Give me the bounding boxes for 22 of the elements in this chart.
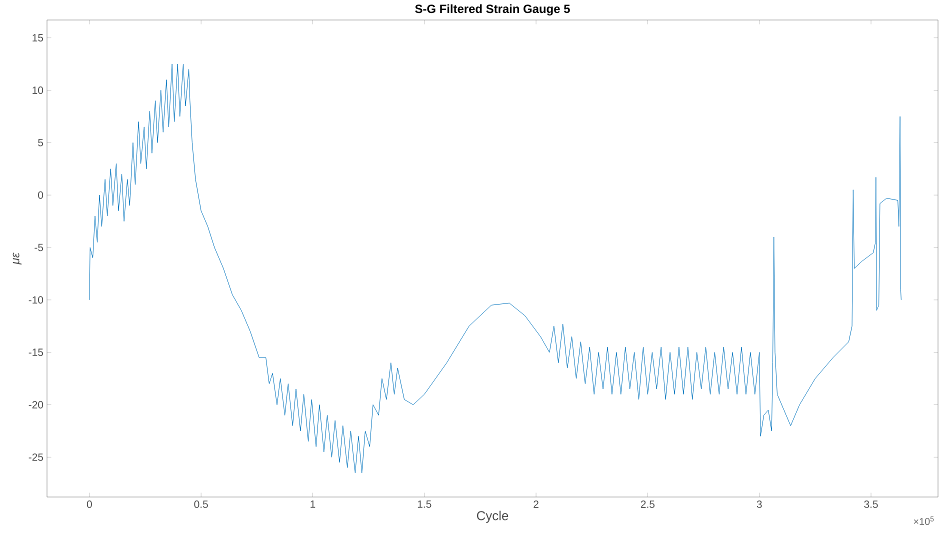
y-tick-label: 0 — [38, 191, 44, 199]
x-tick-label: 2.5 — [640, 500, 655, 508]
y-tick-label: -15 — [28, 348, 44, 356]
line-series — [89, 64, 902, 474]
y-tick-label: 10 — [32, 86, 44, 94]
y-tick-label: -20 — [28, 401, 44, 408]
x-tick-label: 1.5 — [418, 500, 432, 508]
x-tick-label: 1 — [310, 500, 316, 508]
x-tick-label: 3 — [756, 500, 762, 508]
x-tick-label: 2 — [534, 500, 538, 508]
chart-title: S-G Filtered Strain Gauge 5 — [415, 4, 570, 16]
text: ×10$^{5}$ — [914, 516, 934, 526]
y-tick-label: 15 — [32, 34, 44, 42]
y-tick-label: 5 — [38, 139, 44, 146]
y-tick-label: -25 — [28, 453, 44, 461]
y-tick-label: -5 — [34, 244, 44, 252]
y-tick-label: -10 — [28, 296, 44, 304]
x-tick-label: 3.5 — [864, 500, 878, 508]
x-tick-label: 0 — [86, 500, 92, 508]
x-tick-label: 0.5 — [194, 500, 208, 508]
y-axis-title: με — [12, 252, 22, 265]
x-axis-title: Cycle — [476, 510, 508, 523]
